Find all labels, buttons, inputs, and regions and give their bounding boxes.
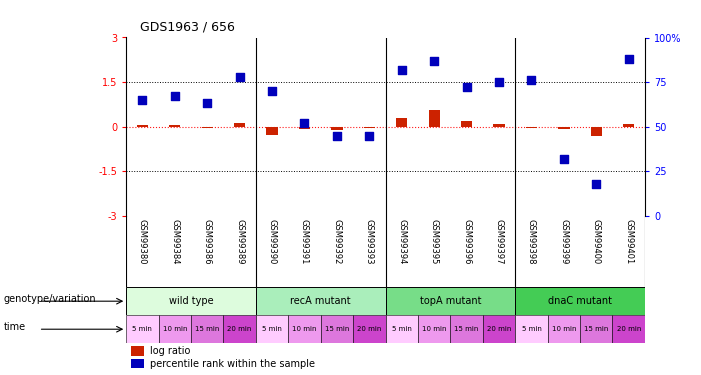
Text: GSM99386: GSM99386 xyxy=(203,219,212,265)
Bar xyxy=(137,126,148,127)
Point xyxy=(266,88,278,94)
Bar xyxy=(428,110,440,127)
Bar xyxy=(266,127,278,135)
Bar xyxy=(450,315,483,343)
Text: GSM99390: GSM99390 xyxy=(268,219,277,265)
Bar xyxy=(483,315,515,343)
Text: 20 min: 20 min xyxy=(227,326,252,332)
Text: GSM99399: GSM99399 xyxy=(559,219,569,265)
Text: dnaC mutant: dnaC mutant xyxy=(548,296,612,306)
Text: GSM99391: GSM99391 xyxy=(300,219,309,265)
Bar xyxy=(131,346,144,356)
Point xyxy=(591,181,602,187)
Text: genotype/variation: genotype/variation xyxy=(4,294,96,304)
Bar xyxy=(396,118,407,127)
Text: 5 min: 5 min xyxy=(522,326,541,332)
Text: 5 min: 5 min xyxy=(392,326,411,332)
Bar xyxy=(418,315,450,343)
Bar xyxy=(526,127,537,128)
Point xyxy=(558,156,569,162)
Text: GSM99397: GSM99397 xyxy=(494,219,503,265)
Bar xyxy=(591,127,602,136)
Text: GSM99400: GSM99400 xyxy=(592,219,601,265)
Text: GSM99398: GSM99398 xyxy=(527,219,536,265)
Text: GSM99394: GSM99394 xyxy=(397,219,407,265)
Bar xyxy=(234,123,245,127)
Bar xyxy=(158,315,191,343)
Bar xyxy=(461,122,472,127)
Bar xyxy=(364,127,375,129)
Text: GSM99392: GSM99392 xyxy=(332,219,341,265)
Text: time: time xyxy=(4,322,26,332)
Text: 15 min: 15 min xyxy=(454,326,479,332)
Text: 10 min: 10 min xyxy=(422,326,447,332)
Bar xyxy=(126,287,256,315)
Text: GSM99401: GSM99401 xyxy=(624,219,633,265)
Text: 5 min: 5 min xyxy=(132,326,152,332)
Text: GSM99389: GSM99389 xyxy=(235,219,244,265)
Text: GSM99395: GSM99395 xyxy=(430,219,439,265)
Bar xyxy=(299,127,310,129)
Text: percentile rank within the sample: percentile rank within the sample xyxy=(149,358,315,369)
Point xyxy=(396,67,407,73)
Text: 20 min: 20 min xyxy=(357,326,381,332)
Bar xyxy=(320,315,353,343)
Bar xyxy=(515,315,547,343)
Point xyxy=(332,133,343,139)
Text: GSM99384: GSM99384 xyxy=(170,219,179,265)
Point xyxy=(137,97,148,103)
Bar xyxy=(353,315,386,343)
Text: 15 min: 15 min xyxy=(325,326,349,332)
Bar xyxy=(547,315,580,343)
Text: 20 min: 20 min xyxy=(486,326,511,332)
Text: 10 min: 10 min xyxy=(163,326,187,332)
Bar xyxy=(224,315,256,343)
Text: topA mutant: topA mutant xyxy=(420,296,481,306)
Point xyxy=(526,77,537,83)
Bar xyxy=(202,127,213,128)
Text: GSM99396: GSM99396 xyxy=(462,219,471,265)
Text: 20 min: 20 min xyxy=(616,326,641,332)
Bar xyxy=(515,287,645,315)
Bar xyxy=(332,127,343,130)
Text: 10 min: 10 min xyxy=(552,326,576,332)
Bar xyxy=(580,315,613,343)
Text: GSM99380: GSM99380 xyxy=(138,219,147,265)
Point xyxy=(234,74,245,80)
Text: recA mutant: recA mutant xyxy=(290,296,351,306)
Point xyxy=(202,100,213,106)
Bar xyxy=(494,124,505,127)
Bar xyxy=(256,315,288,343)
Bar xyxy=(191,315,224,343)
Bar xyxy=(613,315,645,343)
Bar xyxy=(558,127,569,129)
Point xyxy=(461,84,472,90)
Text: 10 min: 10 min xyxy=(292,326,317,332)
Bar xyxy=(386,315,418,343)
Text: 5 min: 5 min xyxy=(262,326,282,332)
Text: GSM99393: GSM99393 xyxy=(365,219,374,265)
Text: log ratio: log ratio xyxy=(149,346,190,356)
Bar xyxy=(169,125,180,127)
Bar xyxy=(386,287,515,315)
Text: GDS1963 / 656: GDS1963 / 656 xyxy=(140,21,235,34)
Point xyxy=(169,93,180,99)
Text: 15 min: 15 min xyxy=(584,326,608,332)
Bar xyxy=(131,358,144,369)
Bar xyxy=(126,315,158,343)
Point xyxy=(299,120,310,126)
Bar xyxy=(256,287,386,315)
Bar xyxy=(288,315,320,343)
Point xyxy=(623,56,634,62)
Text: 15 min: 15 min xyxy=(195,326,219,332)
Point xyxy=(364,133,375,139)
Point xyxy=(494,79,505,85)
Text: wild type: wild type xyxy=(169,296,213,306)
Bar xyxy=(623,124,634,127)
Point xyxy=(428,58,440,64)
